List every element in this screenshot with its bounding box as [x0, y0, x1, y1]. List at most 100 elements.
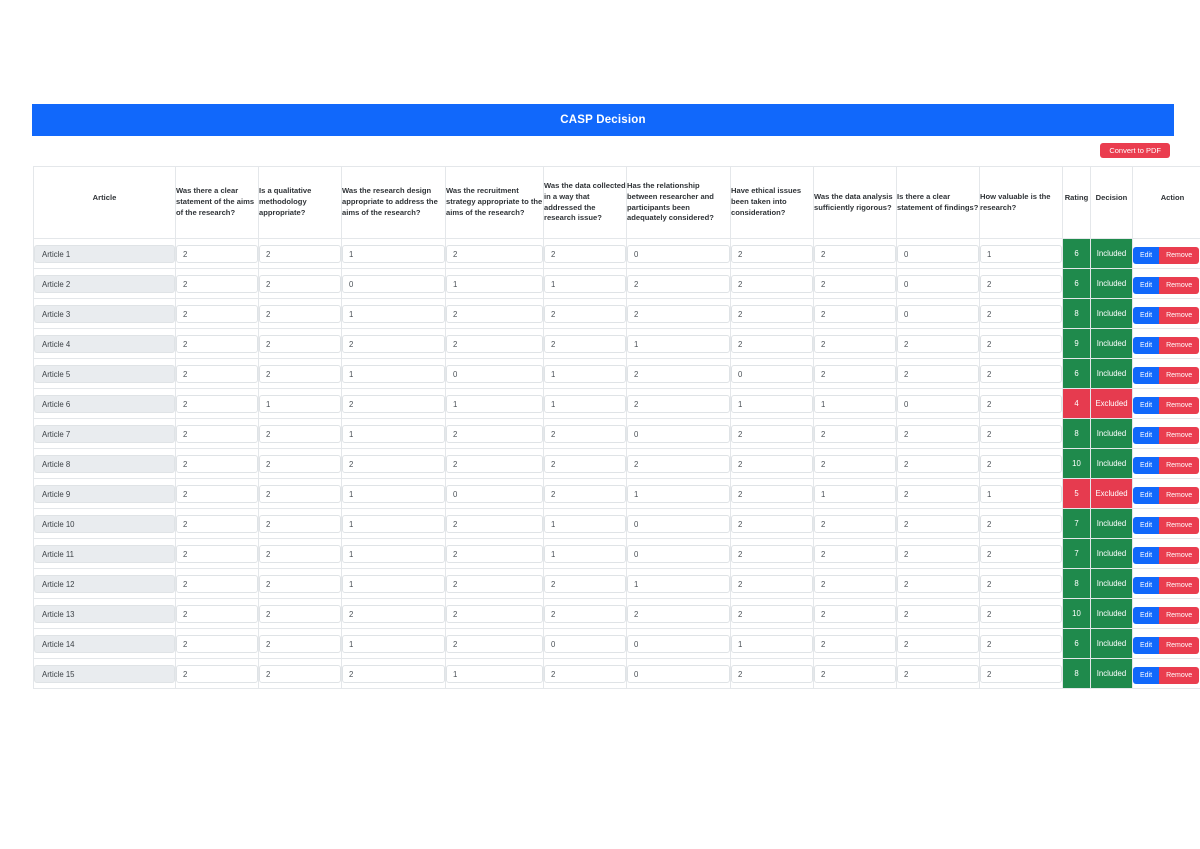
score-input-q9[interactable]: 2: [897, 514, 979, 533]
score-input-q10[interactable]: 2: [980, 274, 1062, 293]
score-input-q8[interactable]: 1: [814, 484, 896, 503]
score-input-q4[interactable]: 0: [446, 484, 543, 503]
edit-button[interactable]: Edit: [1133, 306, 1160, 324]
score-input-q5[interactable]: 2: [544, 334, 626, 353]
score-input-q8[interactable]: 2: [814, 424, 896, 443]
article-name-field[interactable]: Article 1: [34, 244, 175, 263]
edit-button[interactable]: Edit: [1133, 426, 1160, 444]
score-input-q7[interactable]: 2: [731, 604, 813, 623]
score-input-q2[interactable]: 2: [259, 484, 341, 503]
remove-button[interactable]: Remove: [1159, 486, 1200, 504]
score-input-q9[interactable]: 2: [897, 574, 979, 593]
score-input-q8[interactable]: 2: [814, 574, 896, 593]
remove-button[interactable]: Remove: [1159, 366, 1200, 384]
remove-button[interactable]: Remove: [1159, 426, 1200, 444]
score-input-q7[interactable]: 2: [731, 424, 813, 443]
score-input-q2[interactable]: 2: [259, 604, 341, 623]
edit-button[interactable]: Edit: [1133, 366, 1160, 384]
score-input-q8[interactable]: 2: [814, 304, 896, 323]
article-name-field[interactable]: Article 4: [34, 334, 175, 353]
score-input-q1[interactable]: 2: [176, 484, 258, 503]
score-input-q1[interactable]: 2: [176, 424, 258, 443]
score-input-q2[interactable]: 2: [259, 514, 341, 533]
score-input-q2[interactable]: 2: [259, 424, 341, 443]
score-input-q6[interactable]: 1: [627, 484, 730, 503]
score-input-q8[interactable]: 2: [814, 514, 896, 533]
score-input-q3[interactable]: 1: [342, 244, 445, 263]
article-name-field[interactable]: Article 8: [34, 454, 175, 473]
convert-to-pdf-button[interactable]: Convert to PDF: [1100, 142, 1170, 159]
score-input-q8[interactable]: 2: [814, 604, 896, 623]
score-input-q4[interactable]: 0: [446, 364, 543, 383]
score-input-q9[interactable]: 2: [897, 664, 979, 683]
score-input-q1[interactable]: 2: [176, 244, 258, 263]
score-input-q8[interactable]: 2: [814, 454, 896, 473]
score-input-q5[interactable]: 1: [544, 394, 626, 413]
score-input-q5[interactable]: 1: [544, 544, 626, 563]
score-input-q6[interactable]: 2: [627, 604, 730, 623]
score-input-q1[interactable]: 2: [176, 304, 258, 323]
score-input-q1[interactable]: 2: [176, 514, 258, 533]
score-input-q10[interactable]: 2: [980, 424, 1062, 443]
score-input-q9[interactable]: 0: [897, 394, 979, 413]
score-input-q9[interactable]: 2: [897, 424, 979, 443]
score-input-q4[interactable]: 1: [446, 664, 543, 683]
score-input-q7[interactable]: 2: [731, 304, 813, 323]
score-input-q4[interactable]: 2: [446, 454, 543, 473]
score-input-q3[interactable]: 0: [342, 274, 445, 293]
score-input-q1[interactable]: 2: [176, 664, 258, 683]
article-name-field[interactable]: Article 5: [34, 364, 175, 383]
edit-button[interactable]: Edit: [1133, 606, 1160, 624]
remove-button[interactable]: Remove: [1159, 306, 1200, 324]
score-input-q10[interactable]: 2: [980, 364, 1062, 383]
score-input-q10[interactable]: 2: [980, 544, 1062, 563]
score-input-q10[interactable]: 2: [980, 304, 1062, 323]
score-input-q10[interactable]: 1: [980, 244, 1062, 263]
score-input-q4[interactable]: 2: [446, 304, 543, 323]
score-input-q10[interactable]: 1: [980, 484, 1062, 503]
score-input-q9[interactable]: 2: [897, 334, 979, 353]
score-input-q4[interactable]: 1: [446, 394, 543, 413]
score-input-q1[interactable]: 2: [176, 274, 258, 293]
score-input-q8[interactable]: 2: [814, 334, 896, 353]
score-input-q7[interactable]: 2: [731, 664, 813, 683]
article-name-field[interactable]: Article 10: [34, 514, 175, 533]
edit-button[interactable]: Edit: [1133, 396, 1160, 414]
score-input-q7[interactable]: 2: [731, 274, 813, 293]
score-input-q10[interactable]: 2: [980, 334, 1062, 353]
score-input-q5[interactable]: 2: [544, 484, 626, 503]
score-input-q8[interactable]: 2: [814, 544, 896, 563]
score-input-q5[interactable]: 2: [544, 604, 626, 623]
score-input-q6[interactable]: 0: [627, 634, 730, 653]
article-name-field[interactable]: Article 12: [34, 574, 175, 593]
edit-button[interactable]: Edit: [1133, 336, 1160, 354]
article-name-field[interactable]: Article 7: [34, 424, 175, 443]
score-input-q9[interactable]: 2: [897, 544, 979, 563]
article-name-field[interactable]: Article 2: [34, 274, 175, 293]
score-input-q4[interactable]: 1: [446, 274, 543, 293]
score-input-q6[interactable]: 1: [627, 574, 730, 593]
score-input-q3[interactable]: 1: [342, 424, 445, 443]
score-input-q9[interactable]: 2: [897, 484, 979, 503]
score-input-q9[interactable]: 2: [897, 604, 979, 623]
score-input-q10[interactable]: 2: [980, 574, 1062, 593]
remove-button[interactable]: Remove: [1159, 546, 1200, 564]
score-input-q6[interactable]: 2: [627, 454, 730, 473]
remove-button[interactable]: Remove: [1159, 636, 1200, 654]
score-input-q2[interactable]: 2: [259, 244, 341, 263]
score-input-q5[interactable]: 2: [544, 574, 626, 593]
score-input-q7[interactable]: 0: [731, 364, 813, 383]
score-input-q6[interactable]: 0: [627, 664, 730, 683]
score-input-q5[interactable]: 2: [544, 304, 626, 323]
score-input-q1[interactable]: 2: [176, 394, 258, 413]
score-input-q8[interactable]: 2: [814, 664, 896, 683]
score-input-q2[interactable]: 2: [259, 334, 341, 353]
score-input-q1[interactable]: 2: [176, 634, 258, 653]
remove-button[interactable]: Remove: [1159, 276, 1200, 294]
score-input-q4[interactable]: 2: [446, 604, 543, 623]
score-input-q5[interactable]: 2: [544, 454, 626, 473]
edit-button[interactable]: Edit: [1133, 666, 1160, 684]
score-input-q6[interactable]: 0: [627, 244, 730, 263]
remove-button[interactable]: Remove: [1159, 606, 1200, 624]
article-name-field[interactable]: Article 9: [34, 484, 175, 503]
